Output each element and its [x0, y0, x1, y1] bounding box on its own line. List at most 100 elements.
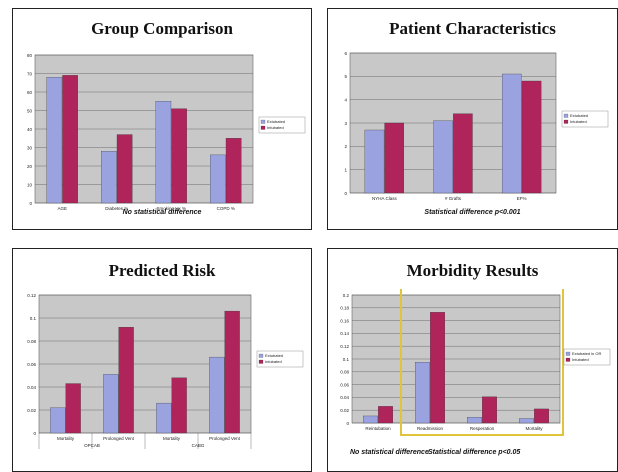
y-tick-label: 0.04: [340, 395, 349, 400]
y-tick-label: 3: [344, 121, 347, 126]
chart-patient-characteristics: 0 1 2 3 4 5 6 NYHA Class # Grafts EF% ExtubatedInt…: [344, 51, 609, 201]
legend-box: [563, 348, 611, 366]
bar: [101, 151, 117, 204]
y-tick-label: 0.12: [27, 293, 36, 298]
y-tick-label: 40: [27, 127, 33, 132]
x-tick-label: NYHA Class: [372, 196, 398, 201]
x-tick-label: Smoking Hx %: [156, 206, 186, 211]
bar: [65, 383, 81, 434]
slide-title: Patient Characteristics: [389, 19, 556, 38]
x-tick-label: EF%: [517, 196, 527, 201]
slide-predicted-risk: Predicted Risk 0 0.02 0.04 0.06 0.08 0.1 0.12 M…: [12, 248, 312, 472]
x-tick-label: Mortality: [525, 426, 543, 431]
x-tick-label: Readmission: [417, 426, 444, 431]
x-tick-label: COPD %: [217, 206, 235, 211]
y-tick-label: 0.08: [340, 370, 349, 375]
y-tick-label: 80: [27, 53, 33, 58]
bar: [118, 327, 134, 434]
y-tick-label: 0: [344, 191, 347, 196]
x-tick-label: Prolonged Vent: [103, 436, 135, 441]
legend-box: [561, 110, 609, 128]
bar: [171, 108, 187, 204]
highlight-box: [400, 289, 564, 436]
y-tick-label: 0: [33, 431, 36, 436]
bar: [103, 374, 119, 434]
bar: [502, 73, 522, 194]
bar: [519, 418, 534, 424]
slide-patient-characteristics: Patient Characteristics 0 1 2 3 4 5 6 NYHA Clas…: [327, 8, 618, 230]
chart-footnote-significance: Statistical difference p<0.05: [428, 449, 521, 456]
legend-swatch: [563, 113, 569, 118]
legend-label: Extubated: [265, 353, 283, 358]
legend-swatch: [563, 119, 569, 124]
y-tick-label: 0.06: [27, 362, 36, 367]
x-tick-label: AGE: [57, 206, 67, 211]
legend-box: [258, 116, 306, 134]
legend-swatch: [260, 119, 266, 124]
y-tick-label: 0.02: [340, 408, 349, 413]
bar: [46, 77, 63, 204]
bar: [467, 417, 482, 424]
bar: [116, 134, 133, 204]
legend-box: [256, 350, 304, 368]
slide-morbidity-results: Morbidity Results 0 0.02 0.04 0.06 0.08 0.1 0.…: [327, 248, 618, 472]
x-tick-label: Diabetes %: [105, 206, 128, 211]
legend-label: Intubated: [267, 125, 284, 130]
chart-footnote: Statistical difference p<0.001: [424, 209, 521, 216]
y-tick-label: 5: [344, 74, 347, 79]
bar: [209, 356, 225, 434]
x-tick-label: # Grafts: [445, 196, 462, 201]
x-tick-label: Resperation: [470, 426, 495, 431]
y-tick-label: 0.1: [343, 357, 350, 362]
bar: [384, 122, 404, 194]
x-group-label: OPCAB: [84, 443, 100, 448]
y-tick-label: 2: [344, 144, 347, 149]
y-tick-label: 0.06: [340, 382, 349, 387]
y-tick-label: 0.16: [340, 318, 349, 323]
legend-swatch: [565, 357, 571, 362]
bar: [225, 138, 242, 204]
chart-group-comparison: 0 10 20 30 40 50 60 70 80 AGE Diabetes % Smoking Hx…: [27, 53, 306, 211]
bar: [534, 408, 549, 424]
bar: [433, 120, 453, 194]
bar: [171, 377, 187, 434]
x-tick-label: Mortality: [163, 436, 181, 441]
chart-footnote: No statistical difference: [122, 209, 202, 216]
bar: [482, 396, 497, 424]
bar: [363, 415, 378, 424]
y-tick-label: 4: [344, 97, 347, 102]
slide-group-comparison: Group Comparison 0 10 20 30 40 50 60 70 80 AGE Dia…: [12, 8, 312, 230]
slide-title: Morbidity Results: [406, 261, 539, 280]
bar: [156, 402, 172, 434]
y-tick-label: 0: [346, 421, 349, 426]
bar: [430, 312, 445, 424]
y-tick-label: 0.1: [30, 316, 37, 321]
x-tick-label: Prolonged Vent: [209, 436, 241, 441]
bar: [453, 113, 473, 194]
y-tick-label: 0.18: [340, 306, 349, 311]
bar: [50, 407, 66, 434]
slide-title: Group Comparison: [91, 19, 233, 38]
legend-swatch: [260, 125, 266, 130]
chart-predicted-risk: 0 0.02 0.04 0.06 0.08 0.1 0.12 Mortality Prolong…: [27, 293, 304, 449]
y-tick-label: 6: [344, 51, 347, 56]
legend-label: Extubated in OR: [572, 351, 601, 356]
legend-swatch: [258, 359, 264, 364]
y-tick-label: 30: [27, 145, 33, 150]
legend-label: Extubated: [267, 119, 285, 124]
y-tick-label: 0.08: [27, 339, 36, 344]
legend-swatch: [258, 353, 264, 358]
bar: [364, 129, 385, 194]
legend-label: Extubated: [570, 113, 588, 118]
legend-label: Intubated: [265, 359, 282, 364]
bar: [155, 101, 172, 204]
y-tick-label: 0: [29, 201, 32, 206]
bar: [415, 362, 430, 424]
x-tick-label: Mortality: [57, 436, 75, 441]
legend-label: Intubated: [570, 119, 587, 124]
bar: [62, 75, 78, 204]
